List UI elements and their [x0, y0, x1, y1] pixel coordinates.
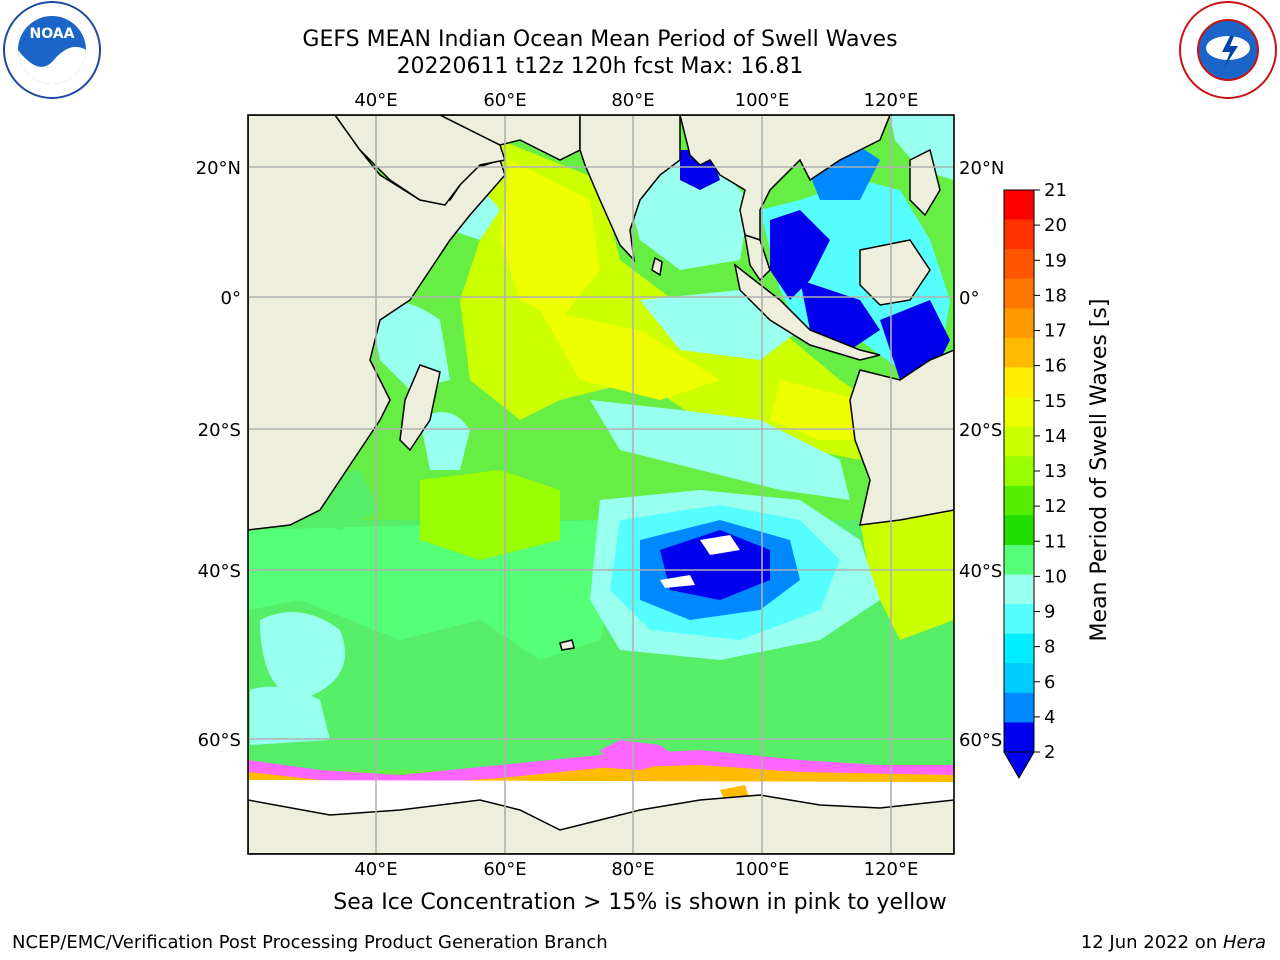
colorbar-tick-label: 20 — [1044, 215, 1067, 236]
colorbar-swatch — [1004, 397, 1034, 428]
colorbar-tick-label: 10 — [1044, 566, 1067, 587]
colorbar-swatch — [1004, 456, 1034, 487]
colorbar-swatch — [1004, 515, 1034, 546]
chart-title: GEFS MEAN Indian Ocean Mean Period of Sw… — [302, 27, 898, 52]
colorbar-tick-label: 17 — [1044, 321, 1067, 342]
map-frame — [247, 114, 955, 855]
lat-tick-right: 60°S — [959, 730, 1002, 751]
colorbar-swatch — [1004, 426, 1034, 457]
footer-credit: NCEP/EMC/Verification Post Processing Pr… — [12, 932, 608, 953]
colorbar-tick-label: 12 — [1044, 496, 1067, 517]
lon-tick-bottom: 40°E — [354, 859, 397, 880]
lat-tick-left: 40°S — [198, 561, 241, 582]
colorbar-swatch — [1004, 190, 1034, 221]
footer-host: Hera — [1222, 932, 1266, 953]
lat-tick-left: 20°S — [198, 420, 241, 441]
lat-tick-right: 20°N — [959, 158, 1004, 179]
colorbar-tick-label: 21 — [1044, 180, 1067, 201]
lon-tick-top: 80°E — [611, 90, 654, 111]
colorbar-swatch — [1004, 544, 1034, 576]
colorbar-swatch — [1004, 485, 1034, 516]
footer-date-text: 12 Jun 2022 on — [1080, 932, 1223, 953]
colorbar-swatch — [1004, 633, 1034, 664]
colorbar-tick-label: 4 — [1044, 707, 1055, 728]
colorbar-tick-label: 14 — [1044, 426, 1067, 447]
colorbar-swatch — [1004, 574, 1034, 605]
colorbar-swatch — [1004, 308, 1034, 339]
colorbar-swatch — [1004, 722, 1034, 753]
lat-tick-right: 0° — [959, 288, 979, 309]
colorbar-swatch — [1004, 278, 1034, 309]
lon-tick-bottom: 60°E — [483, 859, 526, 880]
lon-tick-bottom: 120°E — [864, 859, 919, 880]
lon-tick-top: 40°E — [354, 90, 397, 111]
colorbar-swatch — [1004, 219, 1034, 250]
colorbar-tick-label: 13 — [1044, 461, 1067, 482]
colorbar-tick-label: 11 — [1044, 531, 1067, 552]
lat-tick-left: 0° — [221, 288, 241, 309]
lat-tick-right: 40°S — [959, 561, 1002, 582]
colorbar-swatch — [1004, 604, 1034, 635]
colorbar-label: Mean Period of Swell Waves [s] — [1087, 299, 1112, 642]
noaa-logo-label: NOAA — [30, 26, 75, 42]
colorbar: 21 20 19 18 17 16 15 14 13 12 11 10 9 8 6 4 2 — [1003, 180, 1067, 780]
chart-subtitle-run: 20220611 t12z 120h fcst Max: 16.81 — [396, 54, 804, 79]
colorbar-tick-label: 6 — [1044, 672, 1055, 693]
colorbar-swatch — [1004, 367, 1034, 398]
noaa-logo-icon: NOAA — [3, 1, 101, 99]
colorbar-tick-label: 15 — [1044, 391, 1067, 412]
colorbar-tick-label: 18 — [1044, 285, 1067, 306]
footer-date: 12 Jun 2022 on Hera — [1081, 932, 1266, 953]
colorbar-tick-label: 8 — [1044, 637, 1055, 658]
lat-tick-right: 20°S — [959, 420, 1002, 441]
colorbar-tick-label: 16 — [1044, 356, 1067, 377]
lon-tick-top: 120°E — [864, 90, 919, 111]
colorbar-swatch — [1004, 663, 1034, 694]
map-gridlines — [248, 115, 954, 854]
colorbar-extend-arrow — [1003, 751, 1035, 780]
sea-ice-note: Sea Ice Concentration > 15% is shown in … — [333, 890, 947, 915]
lat-tick-left: 60°S — [198, 730, 241, 751]
colorbar-tick-label: 19 — [1044, 250, 1067, 271]
lon-tick-top: 100°E — [735, 90, 790, 111]
colorbar-swatch — [1004, 249, 1034, 280]
lon-tick-bottom: 80°E — [611, 859, 654, 880]
lat-tick-left: 20°N — [196, 158, 241, 179]
colorbar-swatch — [1004, 692, 1034, 723]
nws-logo-icon — [1179, 1, 1277, 99]
colorbar-tick-label: 2 — [1044, 742, 1055, 763]
colorbar-tick-label: 9 — [1044, 602, 1055, 623]
lon-tick-bottom: 100°E — [735, 859, 790, 880]
colorbar-swatch — [1004, 337, 1034, 368]
lon-tick-top: 60°E — [483, 90, 526, 111]
